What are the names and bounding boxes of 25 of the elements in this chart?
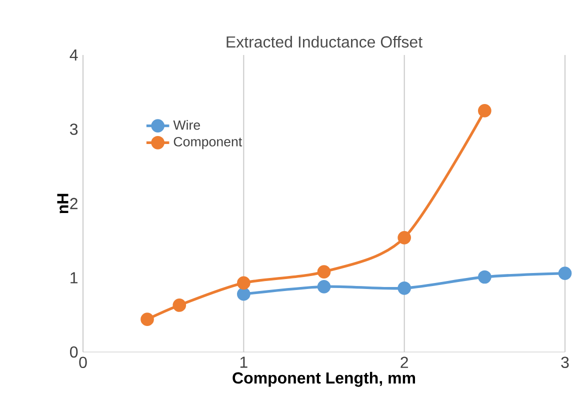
point	[237, 287, 250, 301]
y-tick-label: 3	[70, 124, 78, 135]
point	[558, 266, 572, 280]
point	[237, 276, 250, 290]
legend-label: Component	[174, 137, 242, 150]
point	[398, 230, 411, 244]
x-tick-label: 0	[79, 356, 87, 368]
legend-label: Wire	[173, 120, 200, 130]
y-tick-label: 4	[70, 50, 78, 61]
y-tick-label: 1	[70, 272, 78, 284]
y-tick-label: 0	[70, 346, 78, 358]
x-tick-label: 2	[400, 356, 408, 368]
point	[172, 298, 186, 312]
point	[478, 104, 492, 118]
x-axis-title: Component Length, mm	[232, 372, 416, 387]
chart-title: Extracted Inductance Offset	[226, 36, 422, 48]
y-axis-title: nH	[57, 194, 68, 214]
x-tick-label: 3	[561, 356, 569, 368]
point	[398, 281, 411, 295]
x-tick-label: 1	[240, 356, 248, 368]
y-tick-label: 2	[70, 198, 78, 210]
point	[478, 270, 492, 284]
point	[317, 280, 331, 294]
point	[317, 265, 331, 278]
point	[140, 312, 154, 326]
